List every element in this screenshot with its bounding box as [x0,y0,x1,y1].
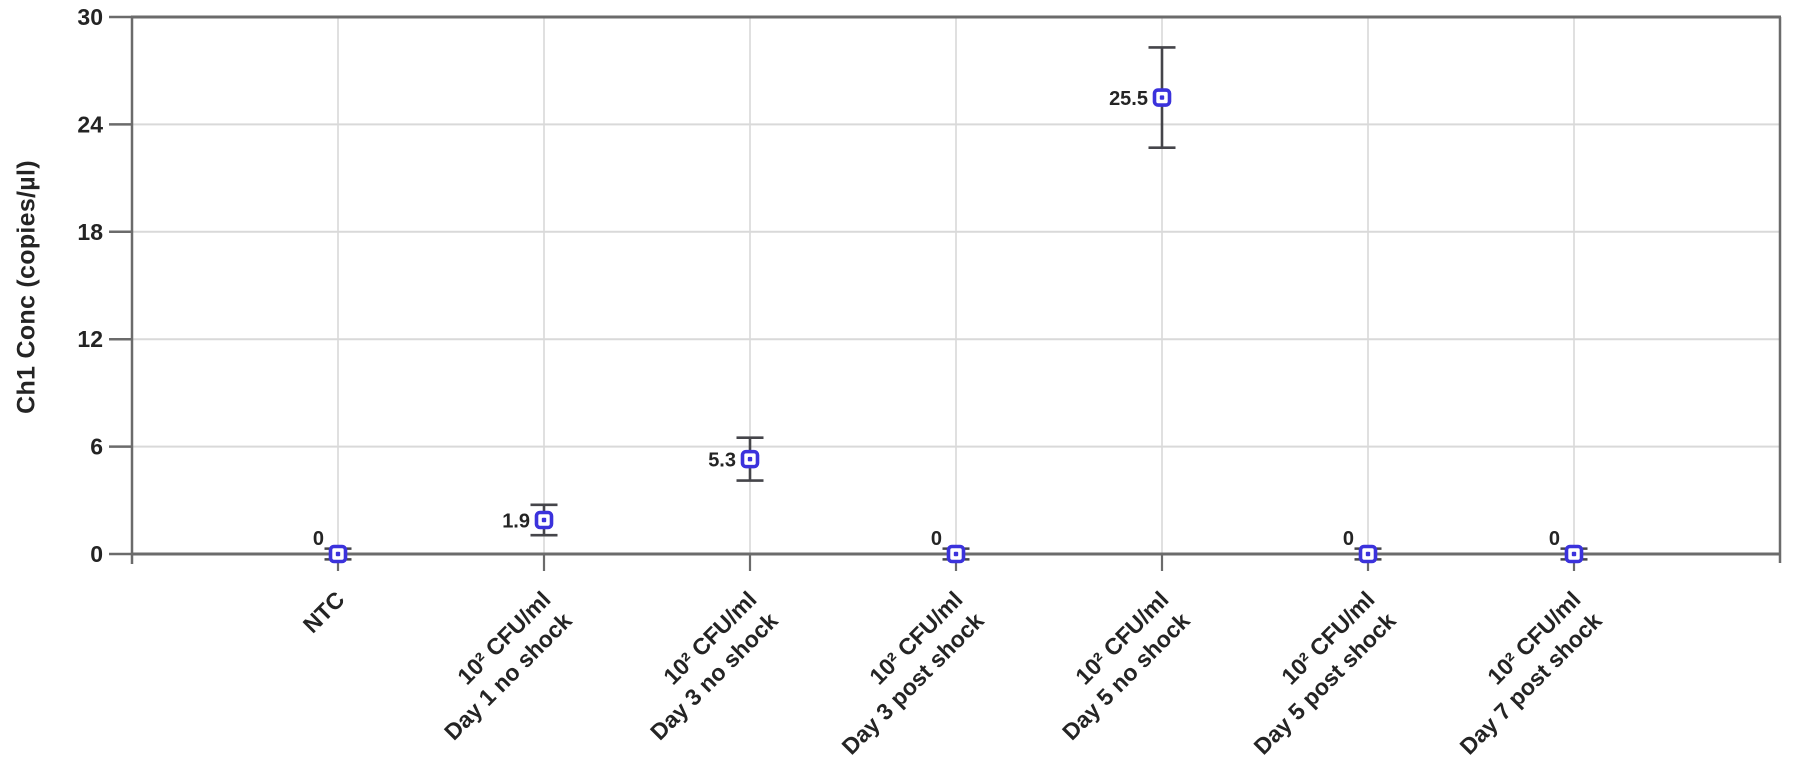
data-point-center-dot [1365,551,1371,557]
y-tick-label: 18 [77,219,103,245]
data-point-center-dot [541,517,547,523]
data-point-center-dot [1571,551,1577,557]
x-category-label: 10² CFU/mlDay 5 post shock [1227,586,1401,760]
data-point-label: 0 [1343,528,1354,550]
data-point-center-dot [747,456,753,462]
data-point-label: 0 [931,528,942,550]
data-point-label: 5.3 [708,450,736,472]
y-tick-label: 6 [90,434,103,460]
x-category-label: 10² CFU/mlDay 7 post shock [1433,586,1607,760]
x-category-label: 10² CFU/mlDay 3 no shock [624,586,783,745]
y-tick-label: 12 [77,326,103,352]
x-category-label: NTC [298,586,350,638]
data-point-label: 1.9 [502,510,530,532]
data-point-label: 0 [313,528,324,550]
x-category-label: 10² CFU/mlDay 3 post shock [815,586,989,760]
data-point-center-dot [335,551,341,557]
y-tick-label: 24 [77,111,103,137]
data-point-label: 25.5 [1109,88,1148,110]
x-category-label-line: NTC [298,586,350,638]
y-tick-label: 30 [77,4,103,30]
y-tick-label: 0 [90,541,103,567]
y-axis-title: Ch1 Conc (copies/µl) [12,160,41,414]
data-point-center-dot [953,551,959,557]
x-category-label: 10² CFU/mlDay 5 no shock [1036,586,1195,745]
x-category-label: 10² CFU/mlDay 1 no shock [418,586,577,745]
data-point-label: 0 [1549,528,1560,550]
data-point-center-dot [1159,95,1165,100]
